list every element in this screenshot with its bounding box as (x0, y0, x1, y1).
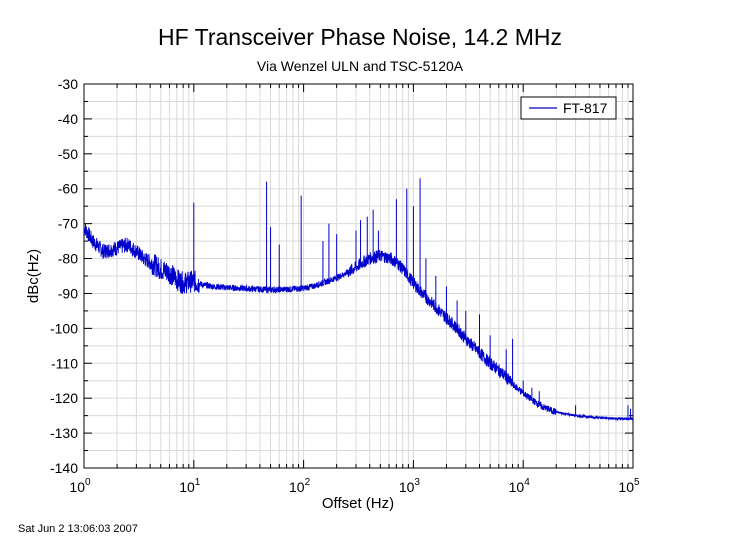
x-tick-label: 103 (399, 477, 421, 495)
ticks-layer: -30 -40 -50 -60 -70 -80 -90 -100 -110 -120 -130 -14… (50, 76, 640, 495)
x-tick-label: 102 (289, 477, 311, 495)
x-tick-label: 100 (69, 477, 91, 495)
x-tick-label: 104 (509, 477, 531, 495)
y-tick-label: -60 (58, 181, 78, 197)
chart-subtitle: Via Wenzel ULN and TSC-5120A (256, 58, 464, 74)
series-layer (84, 178, 633, 422)
series-line-ft-817 (84, 223, 633, 422)
timestamp: Sat Jun 2 13:06:03 2007 (18, 523, 138, 535)
legend-label-ft-817: FT-817 (563, 100, 608, 116)
y-tick-label: -30 (58, 76, 78, 92)
chart-title: HF Transceiver Phase Noise, 14.2 MHz (158, 24, 562, 50)
y-tick-label: -90 (58, 285, 78, 301)
y-tick-label: -140 (50, 460, 78, 476)
legend: FT-817 (520, 96, 617, 120)
y-tick-label: -70 (58, 216, 78, 232)
x-tick-label: 101 (179, 477, 201, 495)
y-tick-label: -120 (50, 390, 78, 406)
y-tick-label: -110 (51, 355, 78, 371)
y-tick-label: -40 (58, 111, 78, 127)
y-tick-label: -100 (50, 320, 78, 336)
x-tick-label: 105 (618, 477, 640, 495)
y-tick-label: -50 (58, 146, 78, 162)
y-tick-label: -130 (50, 425, 78, 441)
y-tick-label: -80 (58, 251, 78, 267)
y-axis-label: dBc(Hz) (25, 249, 42, 303)
x-axis-label: Offset (Hz) (322, 495, 394, 512)
legend-box (520, 96, 617, 120)
